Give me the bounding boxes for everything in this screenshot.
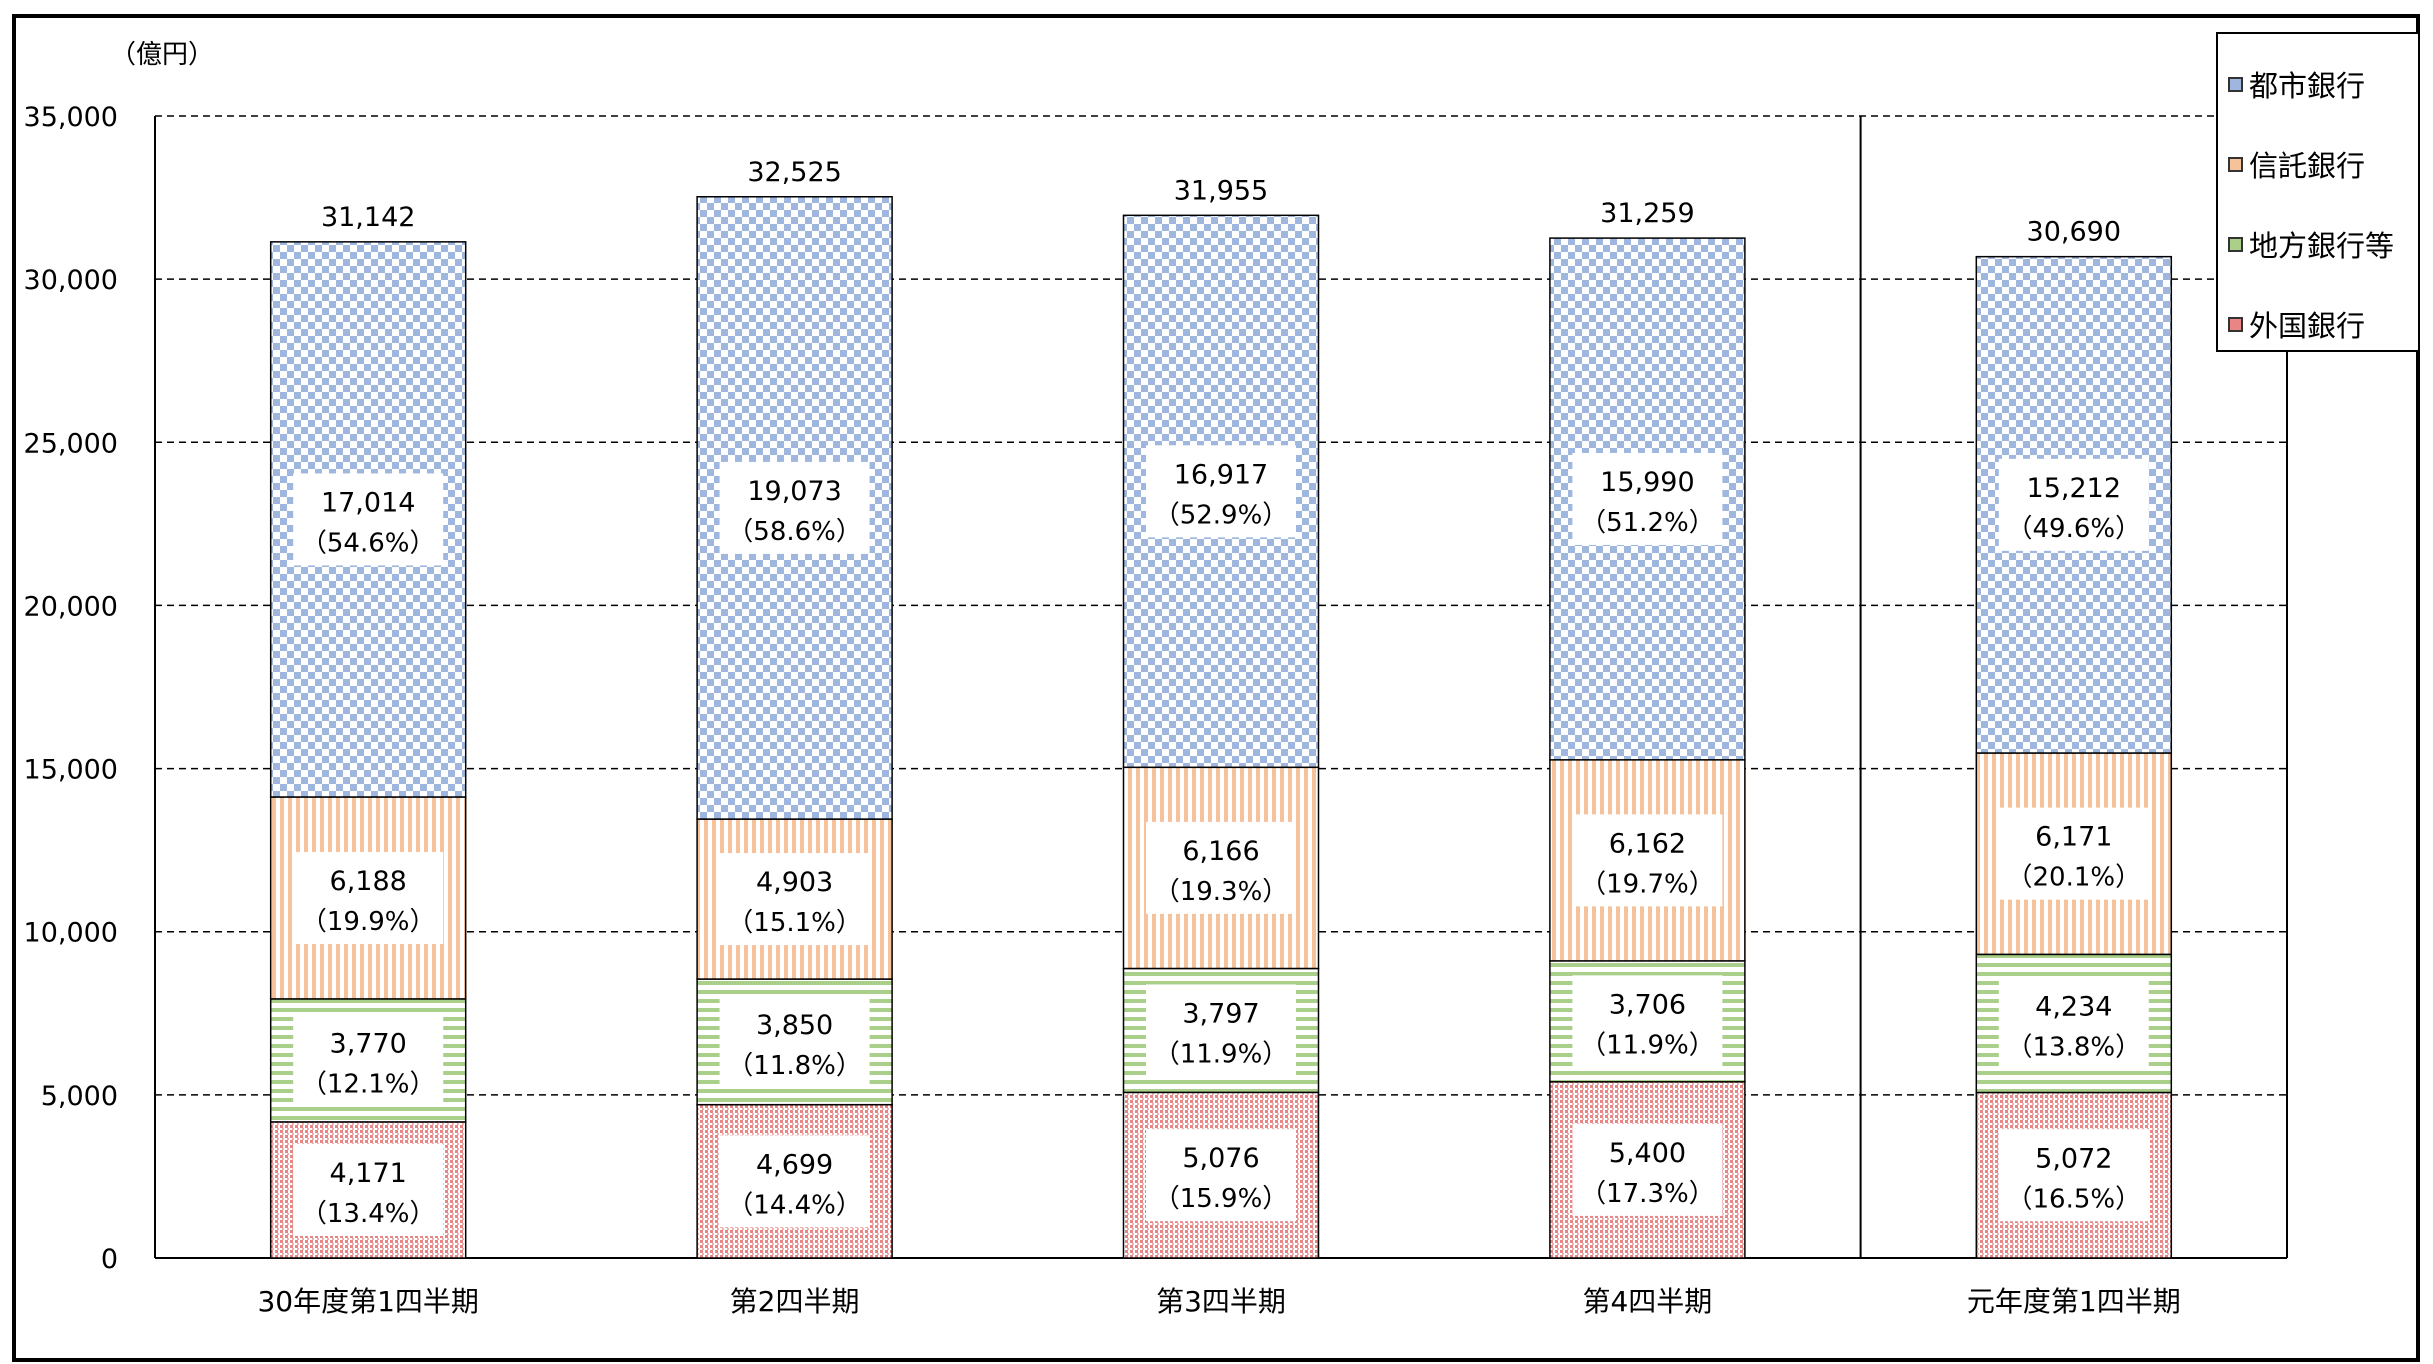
bar-total-label: 31,142 <box>321 202 415 233</box>
bar-total-label: 32,525 <box>747 157 841 188</box>
data-label-box <box>1998 458 2149 551</box>
x-category-label: 第4四半期 <box>1582 1285 1712 1318</box>
bar-total-label: 30,690 <box>2027 217 2121 248</box>
legend-item-city-banks: 都市銀行 <box>2228 64 2365 104</box>
data-label-value: 5,400 <box>1609 1138 1686 1169</box>
data-label-share: （15.1%） <box>727 908 862 938</box>
data-label-share: （49.6%） <box>2006 514 2141 544</box>
data-label-box <box>1572 975 1723 1068</box>
gridlines <box>154 115 2288 1259</box>
data-label-value: 17,014 <box>321 487 415 518</box>
data-label-value: 6,162 <box>1609 828 1686 859</box>
data-label-share: （11.9%） <box>1580 1030 1715 1060</box>
data-label-box <box>1572 814 1723 907</box>
data-label-value: 3,850 <box>756 1010 833 1041</box>
y-tick-label: 20,000 <box>24 591 118 622</box>
data-label-value: 5,076 <box>1182 1143 1259 1174</box>
data-label-box <box>1146 1129 1296 1222</box>
data-label-box <box>1572 1123 1723 1216</box>
data-label-box <box>719 1135 870 1228</box>
legend-label: 地方銀行等 <box>2249 229 2395 263</box>
x-axis-labels: 30年度第1四半期 第2四半期 第3四半期 第4四半期 元年度第1四半期 <box>257 1285 2180 1318</box>
data-label-box <box>1998 807 2149 900</box>
data-label-share: （20.1%） <box>2006 863 2141 893</box>
y-tick-label: 5,000 <box>41 1081 118 1112</box>
data-label-share: （51.2%） <box>1580 508 1715 538</box>
data-label-share: （19.9%） <box>301 907 436 937</box>
y-tick-label: 30,000 <box>24 265 118 296</box>
data-label-share: （11.9%） <box>1154 1039 1289 1069</box>
legend-item-regional-banks: 地方銀行等 <box>2228 224 2394 264</box>
data-label-share: （12.1%） <box>301 1069 436 1099</box>
data-label-value: 6,188 <box>330 866 407 897</box>
data-label-value: 4,171 <box>330 1158 407 1189</box>
legend-item-trust-banks: 信託銀行 <box>2228 144 2365 184</box>
data-label-box <box>1572 452 1723 545</box>
data-label-box <box>1998 1129 2149 1222</box>
x-category-label: 元年度第1四半期 <box>1967 1285 2181 1318</box>
data-label-share: （54.6%） <box>301 528 436 558</box>
data-label-share: （14.4%） <box>727 1190 862 1220</box>
data-label-share: （19.3%） <box>1154 877 1289 907</box>
x-category-label: 第2四半期 <box>730 1285 860 1318</box>
data-label-value: 6,166 <box>1182 836 1259 867</box>
data-label-value: 19,073 <box>747 476 841 507</box>
data-label-box <box>1146 445 1296 538</box>
y-tick-label: 10,000 <box>24 918 118 949</box>
data-label-share: （52.9%） <box>1154 500 1289 530</box>
data-label-value: 3,797 <box>1182 998 1259 1029</box>
data-label-share: （15.9%） <box>1154 1184 1289 1214</box>
legend-label: 都市銀行 <box>2249 69 2366 103</box>
bar-total-label: 31,259 <box>1600 198 1694 229</box>
bar-total-label: 31,955 <box>1174 175 1268 206</box>
data-label-value: 6,171 <box>2035 822 2112 853</box>
data-label-value: 5,072 <box>2035 1143 2112 1174</box>
legend-swatch-regional-banks <box>2228 236 2243 252</box>
data-label-share: （58.6%） <box>727 517 862 547</box>
data-label-box <box>719 461 870 554</box>
bar-layer <box>269 196 2173 1259</box>
legend-swatch-city-banks <box>2228 76 2243 92</box>
data-label-box <box>1998 977 2149 1070</box>
x-category-label: 30年度第1四半期 <box>257 1285 478 1318</box>
data-label-value: 15,212 <box>2027 473 2121 504</box>
x-category-label: 第3四半期 <box>1156 1285 1286 1318</box>
data-label-value: 16,917 <box>1174 459 1268 490</box>
data-label-box <box>719 995 870 1088</box>
data-label-box <box>293 851 444 944</box>
legend-swatch-trust-banks <box>2228 156 2243 172</box>
y-tick-label: 0 <box>101 1244 118 1275</box>
data-label-share: （16.5%） <box>2006 1184 2141 1214</box>
data-label-value: 4,234 <box>2035 991 2112 1022</box>
data-label-value: 4,903 <box>756 867 833 898</box>
data-label-value: 15,990 <box>1600 467 1694 498</box>
legend-item-foreign-banks: 外国銀行 <box>2228 304 2365 344</box>
y-tick-label: 25,000 <box>24 428 118 459</box>
data-label-share: （19.7%） <box>1580 869 1715 899</box>
data-label-box <box>293 1014 444 1107</box>
legend-label: 信託銀行 <box>2249 149 2366 183</box>
data-label-layer: 4,171 （13.4%） 3,770 （12.1%） 6,188 （19.9%） 17,0… <box>293 157 2149 1236</box>
data-label-share: （11.8%） <box>727 1051 862 1081</box>
data-label-box <box>719 853 870 946</box>
data-label-box <box>293 473 444 566</box>
legend-label: 外国銀行 <box>2249 309 2366 343</box>
data-label-share: （17.3%） <box>1580 1179 1715 1209</box>
data-label-box <box>1146 984 1296 1077</box>
legend: 都市銀行 信託銀行 地方銀行等 外国銀行 <box>2216 32 2420 352</box>
data-label-value: 3,770 <box>330 1028 407 1059</box>
y-axis-unit-label: （億円） <box>110 40 214 70</box>
data-label-value: 4,699 <box>756 1149 833 1180</box>
data-label-box <box>1146 821 1296 914</box>
y-axis-ticks: 0 5,000 10,000 15,000 20,000 25,000 30,000 35,0… <box>24 102 118 1275</box>
data-label-value: 3,706 <box>1609 989 1686 1020</box>
legend-swatch-foreign-banks <box>2228 316 2243 332</box>
y-tick-label: 15,000 <box>24 755 118 786</box>
data-label-share: （13.4%） <box>301 1199 436 1229</box>
y-tick-label: 35,000 <box>24 102 118 133</box>
data-label-box <box>293 1143 444 1236</box>
data-label-share: （13.8%） <box>2006 1032 2141 1062</box>
